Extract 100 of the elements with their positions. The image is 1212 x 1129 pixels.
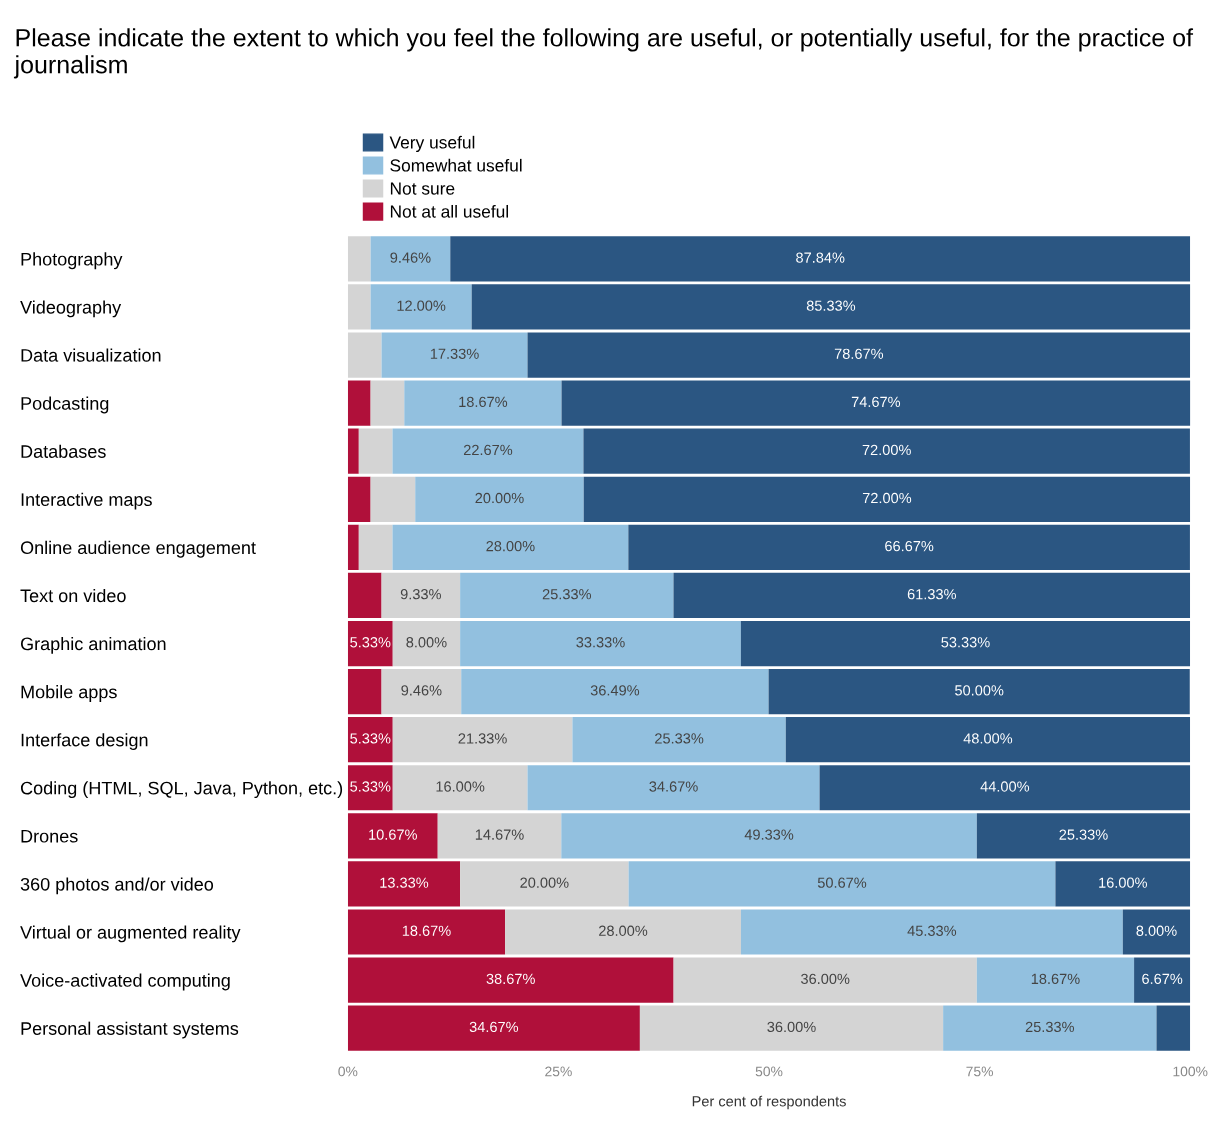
data-label: 9.46%	[401, 685, 442, 696]
y-tick-label: Voice-activated computing	[20, 973, 230, 991]
x-tick-label: 25%	[545, 1066, 572, 1077]
data-label: 49.33%	[744, 829, 794, 840]
y-tick-label: 360 photos and/or video	[20, 877, 214, 895]
bar	[572, 717, 786, 763]
y-tick-label: Coding (HTML, SQL, Java, Python, etc.)	[20, 781, 343, 799]
data-label: 25.33%	[542, 589, 592, 600]
bar	[392, 428, 584, 474]
bar	[583, 476, 1191, 522]
bar	[370, 284, 472, 330]
data-label: 17.33%	[430, 348, 479, 359]
bar	[347, 765, 393, 811]
y-tick-label: Online audience engagement	[20, 540, 256, 558]
y-tick-label: Interface design	[21, 733, 148, 750]
y-tick-label: Databases	[21, 444, 106, 458]
data-label: 9.46%	[390, 252, 431, 263]
data-label: 20.00%	[475, 492, 524, 504]
bar	[347, 236, 371, 282]
bar	[673, 572, 1191, 619]
data-label: 78.67%	[834, 348, 884, 359]
bar	[740, 620, 1191, 667]
data-label: 66.67%	[885, 540, 934, 552]
data-label: 45.33%	[907, 925, 957, 936]
bar	[1156, 1005, 1191, 1051]
bar	[347, 476, 371, 522]
data-label: 21.33%	[458, 733, 507, 744]
data-label: 18.67%	[402, 925, 451, 936]
data-label: 25.33%	[1025, 1021, 1075, 1033]
bar	[347, 332, 382, 378]
bar	[1134, 957, 1191, 1003]
y-tick-label: Data visualization	[21, 348, 161, 362]
bar	[628, 861, 1056, 907]
bar	[437, 813, 562, 859]
bar	[527, 765, 820, 811]
bar	[740, 909, 1123, 955]
data-label: 28.00%	[599, 925, 648, 936]
x-axis-title: Per cent of respondents	[692, 1095, 846, 1110]
bar	[943, 1005, 1157, 1051]
bar	[404, 380, 562, 426]
bar	[347, 1005, 640, 1051]
bar	[527, 332, 1191, 378]
y-tick-label: Graphic animation	[20, 636, 166, 654]
bar	[471, 284, 1191, 330]
bar	[460, 861, 629, 907]
data-label: 36.00%	[767, 1021, 816, 1033]
data-label: 18.67%	[1031, 973, 1080, 985]
bar	[1055, 861, 1191, 907]
data-label: 36.00%	[801, 973, 850, 985]
bar	[976, 957, 1135, 1003]
data-label: 36.49%	[590, 685, 640, 696]
bar	[358, 524, 393, 570]
bar	[461, 669, 769, 715]
bar	[347, 284, 371, 330]
x-tick-label: 100%	[1173, 1066, 1208, 1077]
data-label: 87.84%	[796, 252, 845, 263]
data-label: 61.33%	[907, 589, 957, 600]
legend-label: Very useful	[389, 135, 475, 153]
bar	[347, 524, 359, 570]
data-label: 16.00%	[436, 781, 485, 792]
y-tick-label: Interactive maps	[21, 492, 152, 510]
y-tick-label: Mobile apps	[21, 685, 117, 702]
bar	[347, 717, 393, 763]
data-label: 72.00%	[862, 492, 912, 504]
data-label: 9.33%	[400, 589, 441, 600]
y-tick-label: Virtual or augmented reality	[20, 925, 241, 943]
data-label: 50.00%	[955, 685, 1004, 696]
bar	[819, 765, 1191, 811]
bar	[505, 909, 741, 955]
data-label: 5.33%	[350, 637, 391, 648]
bar	[392, 765, 528, 811]
bar	[370, 380, 405, 426]
data-label: 34.67%	[649, 781, 698, 792]
bar	[639, 1005, 944, 1051]
data-label: 8.00%	[406, 637, 447, 648]
y-tick-label: Text on video	[20, 588, 126, 603]
y-tick-label: Photography	[21, 252, 123, 270]
data-label: 14.67%	[475, 829, 524, 840]
bar	[347, 572, 382, 619]
bar	[347, 428, 359, 474]
bar	[673, 957, 977, 1003]
bar	[785, 717, 1191, 763]
bar	[347, 861, 461, 907]
bar	[370, 236, 451, 282]
data-label: 53.33%	[941, 637, 990, 648]
data-label: 28.00%	[486, 540, 535, 552]
bar	[347, 909, 506, 955]
data-label: 34.67%	[469, 1021, 519, 1033]
bar	[460, 572, 674, 619]
data-label: 20.00%	[520, 877, 569, 888]
data-label: 10.67%	[369, 829, 417, 840]
data-label: 44.00%	[980, 781, 1030, 792]
bar	[976, 813, 1191, 859]
chart-title: Please indicate the extent to which you feel the following are useful, or potentially useful, for the practice of journalism	[13, 28, 1194, 79]
bar	[347, 620, 393, 667]
bar	[583, 428, 1190, 474]
data-label: 25.33%	[655, 733, 704, 744]
data-label: 25.33%	[1059, 829, 1108, 840]
data-label: 85.33%	[806, 300, 856, 311]
data-label: 50.67%	[817, 877, 867, 888]
